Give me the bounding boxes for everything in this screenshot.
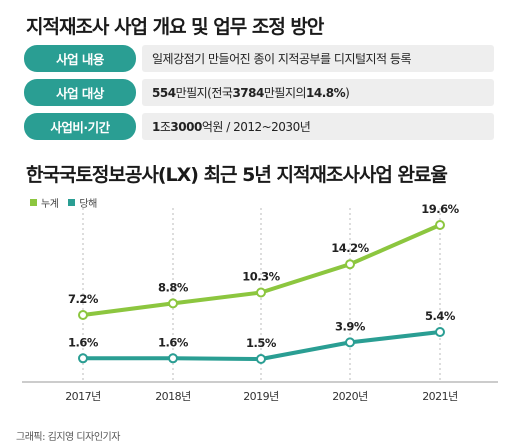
data-point — [345, 337, 355, 348]
info-row-budget: 사업비·기간 1 조 3000 억원 / 2012~2030년 — [24, 113, 494, 140]
data-point — [256, 287, 266, 298]
info-value: 일제강점기 만들어진 종이 지적공부를 디지털지적 등록 — [142, 45, 494, 72]
data-point — [435, 220, 445, 230]
info-value: 554 만필지(전국 3784 만필지의 14.8%) — [142, 79, 494, 106]
data-label: 19.6% — [421, 202, 459, 216]
info-value-part: 억원 / 2012~2030년 — [201, 120, 311, 134]
data-label: 14.2% — [331, 241, 369, 255]
info-value: 1 조 3000 억원 / 2012~2030년 — [142, 113, 494, 140]
x-tick-label: 2018년 — [155, 390, 191, 403]
info-row-target: 사업 대상 554 만필지(전국 3784 만필지의 14.8%) — [24, 79, 494, 106]
legend-swatch — [30, 199, 37, 206]
data-point — [78, 310, 88, 320]
info-label: 사업비·기간 — [24, 113, 136, 140]
data-label: 7.2% — [68, 292, 99, 306]
info-value-part: 14.8% — [306, 85, 346, 100]
x-tick-label: 2019년 — [243, 390, 279, 403]
data-point — [78, 353, 88, 364]
data-point — [435, 327, 445, 337]
chart-title: 한국국토정보공사(LX) 최근 5년 지적재조사사업 완료율 — [26, 164, 448, 186]
data-point — [345, 259, 355, 270]
legend: 누계 당해 — [30, 195, 107, 210]
legend-swatch — [68, 199, 76, 206]
x-tick-label: 2017년 — [65, 390, 101, 403]
info-value-part: 일제강점기 만들어진 종이 지적공부를 디지털지적 등록 — [152, 52, 412, 66]
data-label: 10.3% — [242, 270, 280, 284]
info-value-part: 1 — [152, 119, 160, 134]
x-tick-label: 2020년 — [332, 390, 368, 403]
x-tick-label: 2021년 — [422, 390, 458, 403]
data-point — [256, 354, 266, 364]
line-chart: 2017년 2018년 2019년 2020년 2021년 7.2% 8.8% 10.3% 14… — [22, 202, 498, 403]
data-label: 1.6% — [158, 335, 189, 349]
legend-item-annual: 당해 — [68, 195, 97, 210]
info-label: 사업 내용 — [24, 45, 136, 72]
data-label: 8.8% — [158, 280, 189, 294]
data-label: 5.4% — [425, 309, 456, 323]
data-label: 3.9% — [335, 319, 366, 333]
info-value-part: 3784 — [232, 85, 264, 100]
info-value-part: 만필지의 — [263, 86, 307, 100]
info-value-part: 조 — [159, 120, 171, 134]
legend-label: 당해 — [79, 199, 97, 210]
credit: 그래픽: 김지영 디자인기자 — [16, 432, 120, 443]
data-label: 1.6% — [68, 335, 99, 349]
data-point — [168, 353, 178, 364]
data-label: 1.5% — [246, 336, 277, 350]
info-value-part: 3000 — [170, 119, 202, 134]
info-label: 사업 대상 — [24, 79, 136, 106]
info-row-content: 사업 내용 일제강점기 만들어진 종이 지적공부를 디지털지적 등록 — [24, 45, 494, 72]
info-value-part: 554 — [152, 85, 176, 100]
legend-label: 누계 — [41, 199, 59, 210]
legend-item-cumulative: 누계 — [30, 195, 59, 210]
infographic-title: 지적재조사 사업 개요 및 업무 조정 방안 — [26, 16, 324, 38]
info-value-part: 만필지(전국 — [175, 86, 233, 100]
info-value-part: ) — [345, 85, 350, 100]
data-point — [168, 298, 178, 309]
